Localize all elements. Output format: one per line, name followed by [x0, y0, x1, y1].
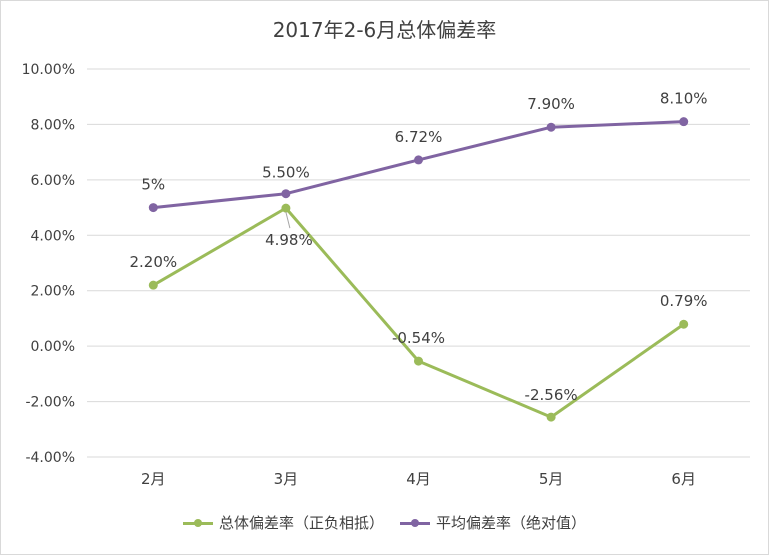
data-label: 2.20% — [129, 253, 177, 271]
data-point — [546, 412, 556, 422]
data-label-leader-line — [285, 212, 291, 229]
data-point — [679, 117, 689, 127]
y-tick-label: 10.00% — [22, 62, 75, 78]
data-point — [679, 319, 689, 329]
data-label: 5% — [141, 176, 165, 194]
series-line-1 — [151, 206, 686, 419]
data-point — [148, 280, 158, 290]
y-tick-label: -2.00% — [25, 395, 75, 411]
legend-item-series-1: 总体偏差率（正负相抵） — [182, 512, 384, 533]
data-point — [281, 189, 291, 199]
y-tick-label: 6.00% — [31, 173, 75, 189]
legend-swatch-series-1 — [182, 517, 213, 529]
x-tick-label: 2月 — [141, 470, 166, 488]
data-label: 8.10% — [660, 90, 708, 108]
y-tick-label: -4.00% — [25, 450, 75, 466]
data-label: 4.98% — [265, 231, 313, 249]
data-point — [414, 155, 423, 165]
data-point — [414, 356, 423, 366]
data-label: 0.79% — [660, 292, 708, 310]
legend-label-series-1: 总体偏差率（正负相抵） — [218, 514, 384, 532]
y-tick-label: 2.00% — [31, 284, 75, 300]
data-point — [148, 203, 158, 213]
chart-title: 2017年2-6月总体偏差率 — [272, 18, 497, 42]
x-tick-label: 3月 — [274, 470, 299, 488]
x-tick-label: 4月 — [406, 470, 431, 488]
data-point — [281, 203, 291, 213]
data-label: -2.56% — [525, 386, 578, 404]
data-point — [546, 122, 556, 132]
y-tick-label: 0.00% — [31, 339, 75, 355]
legend-swatch-series-2 — [400, 517, 430, 529]
x-tick-label: 5月 — [539, 470, 564, 488]
x-tick-label: 6月 — [671, 470, 696, 488]
data-label: 6.72% — [395, 128, 443, 146]
y-tick-label: 4.00% — [31, 228, 75, 244]
legend-label-series-2: 平均偏差率（绝对值） — [436, 514, 587, 532]
legend: 总体偏差率（正负相抵） 平均偏差率（绝对值） — [0, 512, 769, 533]
y-tick-label: 8.00% — [31, 117, 75, 133]
legend-item-series-2: 平均偏差率（绝对值） — [400, 512, 586, 533]
data-label: 5.50% — [262, 164, 310, 182]
data-label: 7.90% — [527, 95, 575, 113]
data-label: -0.54% — [392, 329, 445, 347]
